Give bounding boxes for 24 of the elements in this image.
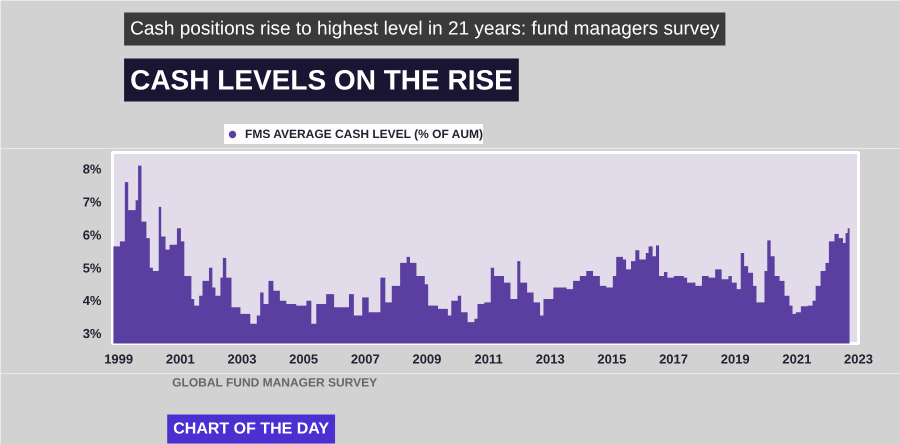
x-tick-label: 2017: [659, 352, 688, 366]
y-tick-label: 4%: [82, 293, 102, 308]
legend-label: FMS AVERAGE CASH LEVEL (% OF AUM): [245, 127, 484, 141]
x-tick-label: 2011: [474, 352, 503, 366]
y-tick-label: 6%: [82, 227, 102, 242]
text: CHART OF THE DAY: [173, 420, 330, 438]
x-tick-label: 2021: [782, 352, 812, 366]
x-tick-label: 2015: [597, 352, 626, 366]
x-tick-label: 2019: [720, 352, 750, 366]
chart-subtitle: CASH LEVELS ON THE RISE: [130, 64, 513, 96]
x-tick-label: 2009: [412, 352, 442, 366]
y-tick-label: 5%: [82, 260, 102, 276]
x-tick-label: 1999: [104, 352, 134, 366]
chart-title: Cash positions rise to highest level in 21 years: fund managers survey: [130, 18, 720, 40]
text: GLOBAL FUND MANAGER SURVEY: [172, 376, 378, 390]
x-tick-label: 2003: [228, 352, 256, 366]
x-tick-label: 2001: [166, 352, 195, 366]
y-tick-label: 8%: [82, 161, 102, 176]
y-tick-label: 7%: [82, 194, 102, 210]
x-tick-label: 2023: [844, 352, 873, 366]
y-tick-label: 3%: [82, 326, 102, 342]
x-tick-label: 2007: [350, 352, 380, 366]
x-tick-label: 2005: [289, 352, 318, 366]
x-tick-label: 2013: [536, 352, 565, 366]
